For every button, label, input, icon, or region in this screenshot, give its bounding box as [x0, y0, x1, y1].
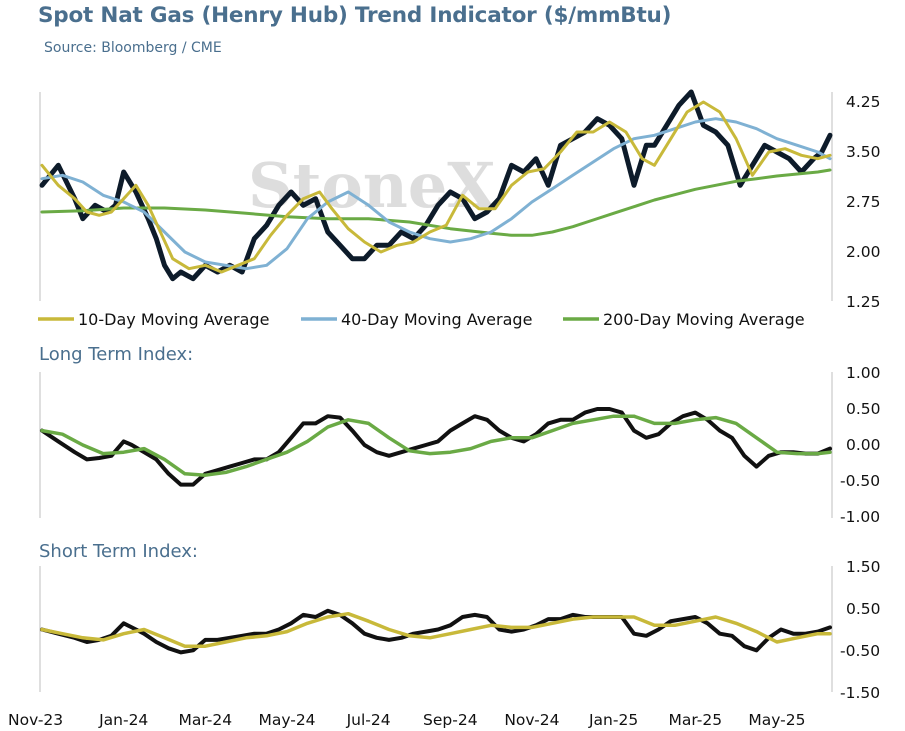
legend: 10-Day Moving Average 40-Day Moving Aver… [38, 310, 805, 329]
short-index-series [40, 608, 832, 655]
short-term-index-title: Short Term Index: [39, 541, 198, 562]
x-tick-label: Sep-24 [423, 711, 478, 729]
long-index-y-ticks: 1.00 0.50 0.00 -0.50 -1.00 [840, 364, 881, 526]
price-series [39, 89, 833, 282]
price-tick-label: 2.75 [846, 193, 881, 211]
x-tick-label: May-24 [258, 711, 315, 729]
long-index-line-avg [40, 414, 832, 477]
x-tick-label: Mar-25 [669, 711, 723, 729]
x-tick-label: Jan-25 [588, 711, 638, 729]
x-axis-labels: Nov-23 Jan-24 Mar-24 May-24 Jul-24 Sep-24 Nov-… [8, 711, 805, 729]
x-tick-label: Jul-24 [346, 711, 391, 729]
long-index-series [40, 407, 832, 487]
x-tick-label: Mar-24 [179, 711, 233, 729]
chart-title: Spot Nat Gas (Henry Hub) Trend Indicator… [38, 3, 672, 28]
price-tick-label: 1.25 [846, 293, 881, 311]
x-tick-label: Jan-24 [98, 711, 148, 729]
short-index-y-ticks: 1.50 0.50 -0.50 -1.50 [840, 558, 881, 702]
x-tick-label: Nov-23 [8, 711, 63, 729]
short-index-tick-label: 1.50 [846, 558, 881, 576]
stonex-watermark: StoneX [248, 149, 496, 222]
short-index-line-avg [40, 611, 832, 648]
long-index-tick-label: -1.00 [840, 508, 880, 526]
long-index-tick-label: 0.00 [846, 436, 881, 454]
price-tick-label: 3.50 [846, 143, 881, 161]
short-index-tick-label: 0.50 [846, 600, 881, 618]
price-line-ma200 [40, 168, 832, 237]
legend-label-200day: 200-Day Moving Average [603, 310, 805, 329]
long-index-tick-label: -0.50 [840, 472, 880, 490]
short-index-tick-label: -1.50 [840, 684, 880, 702]
price-line-ma10 [40, 100, 832, 274]
long-index-tick-label: 0.50 [846, 400, 881, 418]
legend-label-10day: 10-Day Moving Average [78, 310, 269, 329]
short-index-tick-label: -0.50 [840, 642, 880, 660]
legend-label-40day: 40-Day Moving Average [341, 310, 532, 329]
long-index-tick-label: 1.00 [846, 364, 881, 382]
price-tick-label: 4.25 [846, 93, 881, 111]
price-tick-label: 2.00 [846, 243, 881, 261]
price-y-ticks: 4.25 3.50 2.75 2.00 1.25 [846, 93, 881, 311]
x-tick-label: Nov-24 [504, 711, 559, 729]
long-index-line-index [40, 407, 832, 487]
long-term-index-title: Long Term Index: [39, 344, 193, 365]
x-tick-label: May-25 [748, 711, 805, 729]
chart-subtitle: Source: Bloomberg / CME [44, 40, 222, 56]
price-line-ma40 [40, 117, 832, 271]
